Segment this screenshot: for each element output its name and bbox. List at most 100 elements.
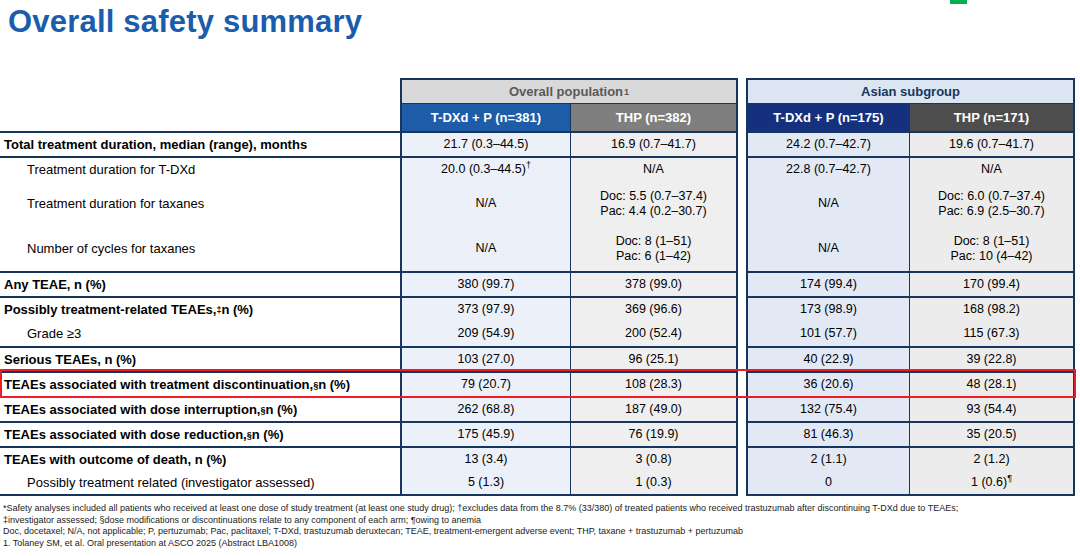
table-cell: 40 (22.9) [746, 346, 910, 371]
group-header-label: Asian subgroup [861, 84, 960, 99]
table-cell: 81 (46.3) [746, 421, 910, 446]
group-header-row: Overall population1 Asian subgroup [0, 78, 1075, 103]
logo-fragment [950, 0, 967, 4]
row-label: Possibly treatment related (investigator… [0, 471, 400, 496]
row-label: Total treatment duration, median (range)… [0, 131, 400, 156]
table-cell: 174 (99.4) [746, 271, 910, 296]
table-cell: 187 (49.0) [571, 396, 738, 421]
table-row: Any TEAE, n (%)380 (99.7)378 (99.0)174 (… [0, 271, 1075, 296]
row-label: Number of cycles for taxanes [0, 226, 400, 271]
table-cell: 39 (22.8) [910, 346, 1075, 371]
table-cell: 96 (25.1) [571, 346, 738, 371]
footnote-line: *Safety analyses included all patients w… [3, 503, 1077, 515]
table-cell: 79 (20.7) [400, 371, 571, 396]
table-cell: 24.2 (0.7–42.7) [746, 131, 910, 156]
table-cell: 170 (99.4) [910, 271, 1075, 296]
column-header-tdxd-p-overall: T-DXd + P (n=381) [400, 103, 571, 131]
footnotes: *Safety analyses included all patients w… [3, 503, 1077, 549]
table-cell: N/A [746, 226, 910, 271]
table-cell: 380 (99.7) [400, 271, 571, 296]
footnote-line: ‡investigator assessed; §dose modificati… [3, 515, 1077, 527]
table-cell: 16.9 (0.7–41.7) [571, 131, 738, 156]
group-header-label: Overall population [509, 84, 623, 99]
slide: Overall safety summary Overall populatio… [0, 0, 1080, 556]
table-cell: 48 (28.1) [910, 371, 1075, 396]
table-row: Serious TEAEs, n (%)103 (27.0)96 (25.1)4… [0, 346, 1075, 371]
table-gap [738, 371, 746, 396]
column-header-row: T-DXd + P (n=381) THP (n=382) T-DXd + P … [0, 103, 1075, 131]
row-label: TEAEs associated with dose reduction,§ n… [0, 421, 400, 446]
table-cell: 115 (67.3) [910, 321, 1075, 346]
table-cell: 13 (3.4) [400, 446, 571, 471]
column-header-tdxd-p-asian: T-DXd + P (n=175) [746, 103, 910, 131]
table-gap [738, 321, 746, 346]
row-label: Treatment duration for T-DXd [0, 156, 400, 181]
row-label: Serious TEAEs, n (%) [0, 346, 400, 371]
table-cell: Doc: 8 (1–51)Pac: 10 (4–42) [910, 226, 1075, 271]
table-gap [738, 78, 746, 103]
table-row: Possibly treatment related (investigator… [0, 471, 1075, 496]
table-row: TEAEs with outcome of death, n (%)13 (3.… [0, 446, 1075, 471]
table-cell: 93 (54.4) [910, 396, 1075, 421]
table-cell: Doc: 6.0 (0.7–37.4)Pac: 6.9 (2.5–30.7) [910, 181, 1075, 226]
table-cell: 108 (28.3) [571, 371, 738, 396]
table-cell: 20.0 (0.3–44.5)† [400, 156, 571, 181]
page-title: Overall safety summary [8, 4, 362, 40]
table-row: TEAEs associated with dose reduction,§ n… [0, 421, 1075, 446]
table-row: Total treatment duration, median (range)… [0, 131, 1075, 156]
table-cell: 1 (0.3) [571, 471, 738, 496]
table-gap [738, 131, 746, 156]
table-cell: 2 (1.2) [910, 446, 1075, 471]
table-row: Treatment duration for T-DXd20.0 (0.3–44… [0, 156, 1075, 181]
table-cell: 35 (20.5) [910, 421, 1075, 446]
safety-summary-table: Overall population1 Asian subgroup T-DXd… [0, 78, 1075, 496]
table-gap [738, 226, 746, 271]
table-cell: 2 (1.1) [746, 446, 910, 471]
table-row: Possibly treatment-related TEAEs,‡ n (%)… [0, 296, 1075, 321]
table-cell: 19.6 (0.7–41.7) [910, 131, 1075, 156]
table-cell: N/A [400, 226, 571, 271]
table-cell: 36 (20.6) [746, 371, 910, 396]
table-cell: 209 (54.9) [400, 321, 571, 346]
row-label: Grade ≥3 [0, 321, 400, 346]
table-gap [738, 271, 746, 296]
row-label: Possibly treatment-related TEAEs,‡ n (%) [0, 296, 400, 321]
table-row: Treatment duration for taxanesN/ADoc: 5.… [0, 181, 1075, 226]
table-cell: 101 (57.7) [746, 321, 910, 346]
table-gap [738, 296, 746, 321]
table-cell: 5 (1.3) [400, 471, 571, 496]
table-cell: 200 (52.4) [571, 321, 738, 346]
table-cell: 3 (0.8) [571, 446, 738, 471]
table-row: Grade ≥3209 (54.9)200 (52.4) 101 (57.7)11… [0, 321, 1075, 346]
row-label: TEAEs associated with dose interruption,… [0, 396, 400, 421]
table-cell: Doc: 8 (1–51)Pac: 6 (1–42) [571, 226, 738, 271]
table-gap [738, 446, 746, 471]
table-cell: N/A [910, 156, 1075, 181]
table-row: TEAEs associated with dose interruption,… [0, 396, 1075, 421]
table-gap [738, 396, 746, 421]
table-row: TEAEs associated with treatment disconti… [0, 371, 1075, 396]
table-cell: 373 (97.9) [400, 296, 571, 321]
table-gap [738, 346, 746, 371]
table-body: Total treatment duration, median (range)… [0, 131, 1075, 496]
row-label: Any TEAE, n (%) [0, 271, 400, 296]
table-cell: 262 (68.8) [400, 396, 571, 421]
column-header-thp-asian: THP (n=171) [910, 103, 1075, 131]
group-header-superscript: 1 [624, 87, 629, 97]
row-label: TEAEs with outcome of death, n (%) [0, 446, 400, 471]
table-cell: 132 (75.4) [746, 396, 910, 421]
table-cell: 21.7 (0.3–44.5) [400, 131, 571, 156]
column-header-thp-overall: THP (n=382) [571, 103, 738, 131]
table-cell: N/A [746, 181, 910, 226]
table-cell: N/A [571, 156, 738, 181]
table-gap [738, 156, 746, 181]
table-gap [738, 421, 746, 446]
table-cell: 76 (19.9) [571, 421, 738, 446]
table-cell: 0 [746, 471, 910, 496]
table-cell: N/A [400, 181, 571, 226]
footnote-line: 1. Tolaney SM, et al. Oral presentation … [3, 538, 1077, 550]
footnote-line: Doc, docetaxel; N/A, not applicable; P, … [3, 526, 1077, 538]
table-cell: 173 (98.9) [746, 296, 910, 321]
table-gap [738, 471, 746, 496]
table-row: Number of cycles for taxanesN/ADoc: 8 (1… [0, 226, 1075, 271]
